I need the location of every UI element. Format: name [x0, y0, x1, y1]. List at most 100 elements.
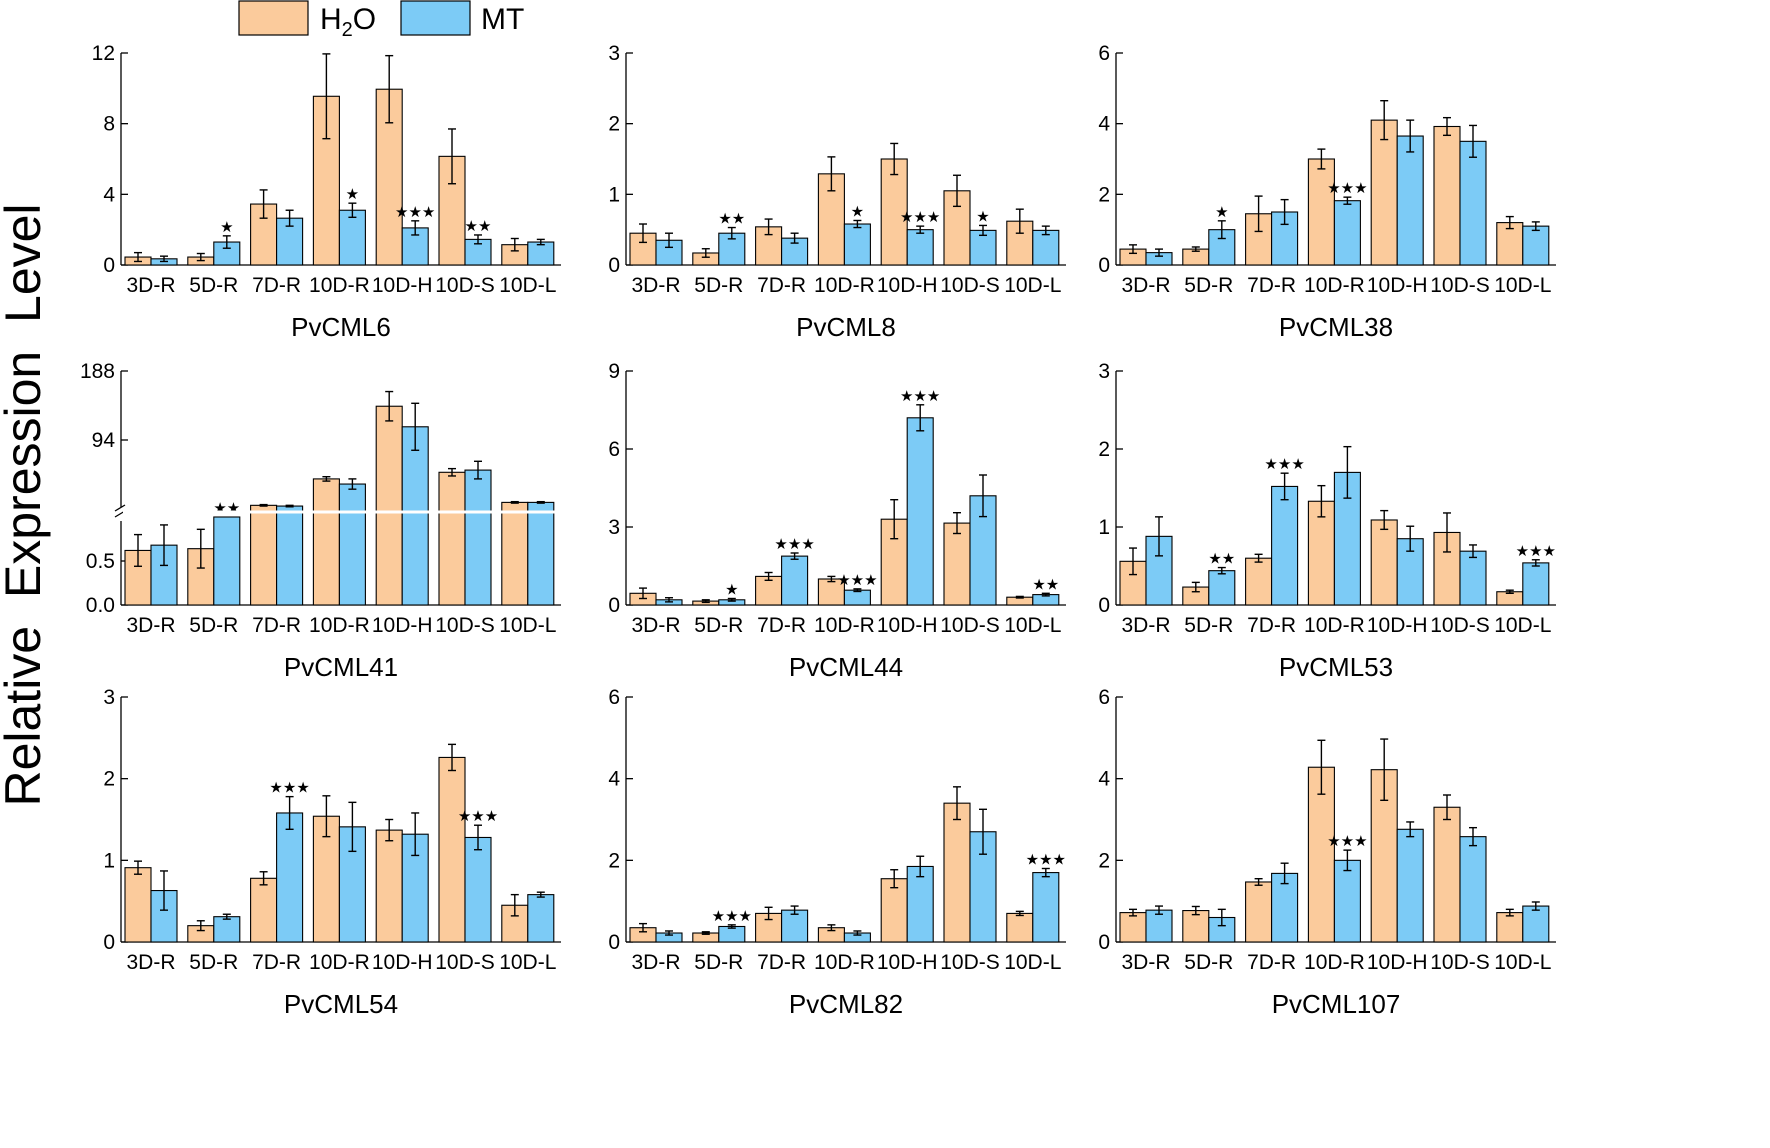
x-tick-label-3d-r: 3D-R	[1121, 951, 1170, 974]
bar-mt-10d-l	[1522, 225, 1550, 266]
y-tick-label: 0	[103, 254, 115, 277]
legend-label-mt: MT	[481, 3, 524, 36]
significance-stars: ★★★	[774, 536, 814, 553]
y-tick-label: 3	[1098, 360, 1110, 383]
x-tick-label-7d-r: 7D-R	[1247, 614, 1296, 637]
y-tick-label: 6	[1098, 686, 1110, 709]
bar-h2o-10d-r	[1307, 158, 1335, 266]
legend: H2O MT	[238, 0, 524, 41]
panel-title-pvcml41: PvCML41	[284, 652, 398, 682]
x-tick-label-10d-r: 10D-R	[309, 614, 370, 637]
legend-label-h2o: H2O	[320, 3, 376, 41]
x-tick-label-3d-r: 3D-R	[631, 274, 680, 297]
x-tick-label-10d-l: 10D-L	[1004, 951, 1061, 974]
x-tick-label-3d-r: 3D-R	[1121, 614, 1170, 637]
x-tick-label-10d-r: 10D-R	[1304, 274, 1365, 297]
x-tick-label-5d-r: 5D-R	[189, 274, 238, 297]
bar-mt-7d-r	[276, 812, 304, 943]
bar-h2o-7d-r	[250, 504, 278, 606]
bar-mt-10d-h	[906, 865, 934, 943]
panel-title-pvcml6: PvCML6	[291, 312, 391, 342]
bar-h2o-10d-h	[1370, 119, 1398, 266]
bar-h2o-10d-s	[943, 802, 971, 943]
y-tick-label: 0	[1098, 931, 1110, 954]
significance-stars: ★★★	[1516, 543, 1556, 560]
significance-stars: ★★★	[458, 808, 498, 825]
panel-title-pvcml54: PvCML54	[284, 989, 398, 1019]
legend-swatch-h2o	[238, 0, 309, 36]
x-tick-label-10d-h: 10D-H	[372, 614, 433, 637]
y-tick-label: 2	[1098, 183, 1110, 206]
x-tick-label-10d-s: 10D-S	[435, 951, 495, 974]
y-tick-label: 4	[1098, 113, 1110, 136]
x-tick-label-10d-l: 10D-L	[499, 951, 556, 974]
bar-h2o-10d-r	[312, 478, 340, 606]
bar-mt-10d-h	[401, 426, 429, 606]
bar-mt-10d-r	[338, 483, 366, 606]
bar-mt-10d-l	[527, 241, 555, 266]
x-tick-label-10d-h: 10D-H	[877, 951, 938, 974]
bar-mt-10d-s	[464, 836, 492, 943]
panel-pvcml53: 0 1 2 3 3D-R ★★ 5D-R ★★★ 7D-R 10D-R 10D-H 10D-S ★★★ 1…	[1098, 360, 1556, 682]
panel-pvcml38: 0 2 4 6 3D-R ★ 5D-R 7D-R ★★★ 10D-R 10D-H 10D-S 10D-L…	[1098, 42, 1556, 342]
x-tick-label-10d-l: 10D-L	[1004, 274, 1061, 297]
bar-h2o-10d-h	[375, 405, 403, 606]
y-tick-label: 0	[1098, 254, 1110, 277]
x-tick-label-10d-s: 10D-S	[1430, 951, 1490, 974]
significance-stars: ★★★	[712, 908, 752, 925]
panel-title-pvcml53: PvCML53	[1279, 652, 1393, 682]
x-tick-label-3d-r: 3D-R	[126, 951, 175, 974]
bar-mt-10d-l	[1032, 872, 1060, 943]
x-tick-label-10d-s: 10D-S	[940, 614, 1000, 637]
x-tick-label-10d-s: 10D-S	[435, 614, 495, 637]
y-tick-label: 4	[608, 768, 620, 791]
x-tick-label-10d-s: 10D-S	[940, 274, 1000, 297]
bar-mt-5d-r	[1208, 570, 1236, 606]
x-tick-label-10d-r: 10D-R	[1304, 951, 1365, 974]
axis-break-mark	[114, 504, 126, 512]
bar-mt-10d-l	[1522, 905, 1550, 943]
panel-pvcml54: 0 1 2 3 3D-R 5D-R ★★★ 7D-R 10D-R 10D-H ★★★ 10D-S 10D…	[103, 686, 561, 1019]
bar-h2o-10d-s	[1433, 806, 1461, 943]
x-tick-label-7d-r: 7D-R	[252, 614, 301, 637]
y-tick-label: 0	[1098, 594, 1110, 617]
x-tick-label-10d-h: 10D-H	[877, 274, 938, 297]
x-tick-label-10d-r: 10D-R	[309, 274, 370, 297]
bar-mt-10d-l	[527, 501, 555, 606]
x-tick-label-7d-r: 7D-R	[252, 951, 301, 974]
bar-mt-10d-s	[1459, 550, 1487, 606]
panel-pvcml41: 0.0 0.5 94 188 3D-R ★★ 5D-R 7D-R 10D-R 10D-H 10D-S…	[80, 360, 561, 682]
x-tick-label-10d-l: 10D-L	[499, 274, 556, 297]
significance-stars: ★	[1215, 204, 1228, 221]
x-tick-label-10d-l: 10D-L	[1494, 274, 1551, 297]
significance-stars: ★★★	[900, 388, 940, 405]
significance-stars: ★	[851, 203, 864, 220]
x-tick-label-5d-r: 5D-R	[694, 614, 743, 637]
significance-stars: ★★★	[1327, 180, 1367, 197]
panel-title-pvcml38: PvCML38	[1279, 312, 1393, 342]
bar-mt-7d-r	[276, 505, 304, 606]
y-tick-label: 8	[103, 113, 115, 136]
y-tick-label: 1	[103, 849, 115, 872]
y-axis-title: Relative Expression Level	[0, 203, 51, 806]
x-tick-label-5d-r: 5D-R	[1184, 614, 1233, 637]
bar-mt-7d-r	[1271, 485, 1299, 606]
x-tick-label-5d-r: 5D-R	[189, 951, 238, 974]
panel-title-pvcml82: PvCML82	[789, 989, 903, 1019]
bar-mt-10d-l	[1522, 562, 1550, 606]
x-tick-label-10d-h: 10D-H	[1367, 614, 1428, 637]
bar-mt-7d-r	[781, 909, 809, 943]
panel-title-pvcml44: PvCML44	[789, 652, 903, 682]
significance-stars: ★★	[1032, 576, 1059, 593]
x-tick-label-10d-r: 10D-R	[814, 614, 875, 637]
x-tick-label-10d-l: 10D-L	[1004, 614, 1061, 637]
x-tick-label-7d-r: 7D-R	[1247, 274, 1296, 297]
y-tick-label: 2	[608, 849, 620, 872]
bar-mt-10d-l	[1032, 229, 1060, 266]
bar-mt-10d-r	[338, 209, 366, 266]
significance-stars: ★	[220, 219, 233, 236]
y-tick-label: 4	[103, 183, 115, 206]
y-tick-label: 0.5	[86, 550, 115, 573]
y-tick-label: 2	[103, 768, 115, 791]
x-tick-label-10d-h: 10D-H	[877, 614, 938, 637]
